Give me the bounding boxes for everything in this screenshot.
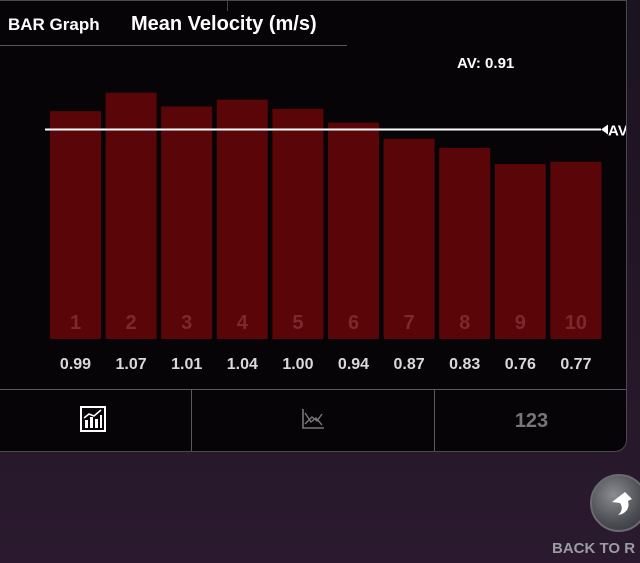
header: BAR Graph Mean Velocity (m/s) [0, 1, 347, 46]
toolbar-separator [191, 390, 192, 451]
graph-panel: BAR Graph Mean Velocity (m/s) AV: 0.91 1… [0, 0, 627, 452]
bar-value-label: 0.87 [394, 356, 425, 373]
bar-index-label: 2 [126, 312, 137, 334]
bar-index-label: 4 [237, 312, 249, 334]
average-marker-label: AV [608, 123, 627, 140]
average-value-label: AV: 0.91 [457, 55, 515, 72]
bar-chart-icon [80, 405, 106, 437]
bar-value-label: 1.04 [227, 356, 258, 373]
bar-value-label: 0.99 [60, 356, 91, 373]
header-divider [227, 1, 228, 11]
back-button-label[interactable]: BACK TO R [552, 540, 636, 557]
bar-value-label: 1.07 [116, 356, 147, 373]
bar [550, 161, 602, 339]
bar-value-label: 1.01 [171, 356, 202, 373]
back-button[interactable] [590, 474, 640, 532]
line-graph-view-button[interactable] [192, 390, 434, 451]
bar-value-label: 0.94 [338, 356, 369, 373]
bar-value-label: 0.83 [449, 356, 480, 373]
bar [494, 164, 546, 339]
graph-type-label: BAR Graph [8, 15, 100, 34]
bar [383, 138, 435, 339]
bar [50, 111, 101, 340]
bar-index-label: 6 [348, 312, 359, 334]
bar-index-label: 3 [181, 312, 192, 334]
bar-value-label: 0.76 [505, 356, 536, 373]
bar-index-label: 10 [565, 312, 587, 334]
numbers-icon-label: 123 [514, 409, 549, 432]
bar-graph-view-button[interactable] [0, 390, 191, 451]
bar-index-label: 7 [404, 312, 415, 334]
page-title: Mean Velocity (m/s) [131, 13, 317, 35]
bar [161, 106, 213, 339]
numbers-icon: 123 [515, 410, 548, 433]
back-arrow-icon [592, 492, 640, 534]
bar [439, 147, 491, 339]
bar [216, 99, 268, 339]
bar-value-label: 1.00 [282, 356, 313, 373]
toolbar-separator [434, 390, 435, 451]
bar [105, 92, 157, 339]
bar-index-label: 5 [292, 312, 303, 334]
bar-chart: 1 0.99 2 1.07 3 1.01 4 1.04 5 1.00 6 0.94 7 0.87 8 0.83… [45, 92, 627, 373]
bar-index-label: 9 [515, 312, 526, 334]
bar [328, 122, 379, 339]
numeric-view-button[interactable]: 123 [435, 390, 626, 451]
average-marker-arrow [601, 124, 608, 135]
bar-index-label: 1 [70, 312, 81, 334]
bar-value-label: 0.77 [560, 356, 591, 373]
bar-index-label: 8 [459, 312, 470, 334]
view-toolbar: 123 [0, 389, 626, 451]
line-chart-icon [301, 408, 325, 435]
bar [272, 108, 324, 340]
